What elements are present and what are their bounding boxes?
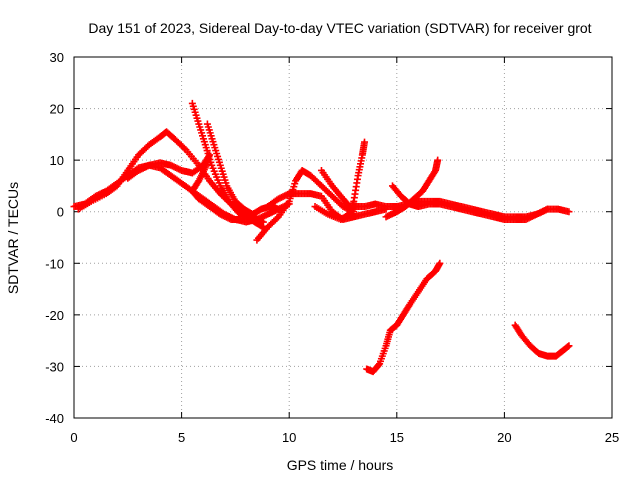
y-tick-label: 0 bbox=[57, 205, 64, 220]
data-point bbox=[565, 208, 573, 216]
series-sat-h bbox=[317, 166, 353, 211]
series-sat-m bbox=[363, 259, 444, 376]
chart-title: Day 151 of 2023, Sidereal Day-to-day VTE… bbox=[88, 20, 591, 36]
series-sat-e bbox=[124, 151, 246, 223]
data-point bbox=[434, 156, 442, 164]
data-marks bbox=[70, 99, 573, 376]
data-point bbox=[238, 215, 246, 223]
series-sat-d bbox=[203, 120, 282, 218]
plot-frame bbox=[73, 56, 613, 419]
series-sat-l bbox=[388, 182, 551, 223]
x-tick-label: 0 bbox=[70, 430, 77, 445]
y-tick-label: -40 bbox=[45, 411, 64, 426]
series-sat-n bbox=[511, 321, 573, 360]
x-tick-label: 20 bbox=[497, 430, 511, 445]
x-tick-label: 5 bbox=[178, 430, 185, 445]
y-tick-label: 10 bbox=[50, 153, 64, 168]
y-tick-label: -10 bbox=[45, 256, 64, 271]
x-axis-title: GPS time / hours bbox=[287, 457, 394, 473]
y-tick-label: -20 bbox=[45, 308, 64, 323]
data-point bbox=[361, 138, 369, 146]
ticks: 0 5 10 15 20 25 -40 -30 -20 -10 0 10 20 30 bbox=[45, 50, 619, 445]
series-sat-k bbox=[382, 156, 442, 221]
series-sat-i bbox=[311, 138, 369, 223]
y-tick-label: -30 bbox=[45, 359, 64, 374]
data-point bbox=[436, 259, 444, 267]
x-tick-label: 25 bbox=[605, 430, 619, 445]
data-point bbox=[565, 342, 573, 350]
x-tick-label: 10 bbox=[282, 430, 296, 445]
data-point bbox=[543, 205, 551, 213]
grid bbox=[74, 57, 612, 418]
y-axis-title: SDTVAR / TECUs bbox=[5, 182, 21, 294]
data-point bbox=[375, 361, 383, 369]
y-tick-label: 20 bbox=[50, 102, 64, 117]
y-tick-label: 30 bbox=[50, 50, 64, 65]
x-tick-label: 15 bbox=[390, 430, 404, 445]
